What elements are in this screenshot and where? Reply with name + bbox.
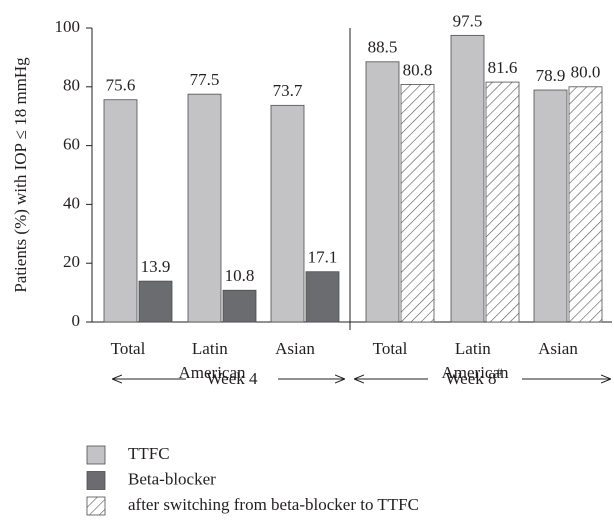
value-label: 73.7 [273,81,303,100]
bar [365,61,400,323]
value-label: 78.9 [536,66,566,85]
bar [533,89,568,323]
legend-label: after switching from beta-blocker to TTF… [128,495,419,514]
bar [103,99,138,323]
group-label-text: Week 4 [206,369,258,388]
value-label: 80.8 [403,60,433,79]
bar [485,81,520,323]
legend-label: TTFC [128,444,170,463]
value-label: 75.6 [106,76,136,95]
legend-label: Beta-blocker [128,469,216,488]
value-label: 13.9 [141,257,171,276]
value-label: 88.5 [368,38,398,57]
value-label: 80.0 [571,63,601,82]
y-tick-label: 40 [63,193,80,212]
value-label: 81.6 [488,58,518,77]
legend-swatch [86,471,106,490]
bar [305,271,340,323]
x-tick-label: Latin American [178,339,246,382]
group-label: Week 4 [206,369,258,388]
x-tick-label: Asian [275,339,315,358]
value-label: 17.1 [308,248,338,267]
y-tick-label: 20 [63,252,80,271]
bar [138,280,173,323]
y-tick-label: 0 [72,311,81,330]
y-tick-label: 60 [63,135,80,154]
legend-swatch [86,445,106,465]
bar [450,34,485,323]
y-axis-label: Patients (%) with IOP ≤ 18 mmHg [11,57,30,293]
group-label-superscript: # [497,365,503,379]
value-label: 77.5 [190,70,220,89]
x-tick-label: Total [373,339,408,358]
value-label: 10.8 [225,266,255,285]
y-tick-label: 80 [63,76,80,95]
bar [270,104,305,323]
x-tick-label: Asian [538,339,578,358]
legend-swatch [86,496,106,516]
bar [222,289,257,323]
x-tick-label: Total [111,339,146,358]
y-tick-label: 100 [55,17,81,36]
bar [400,84,435,323]
group-label: Week 8# [445,365,502,388]
bar [187,93,222,323]
x-tick-label: Latin American [441,339,509,382]
bar [568,86,603,323]
group-label-text: Week 8 [445,369,496,388]
value-label: 97.5 [453,11,483,30]
